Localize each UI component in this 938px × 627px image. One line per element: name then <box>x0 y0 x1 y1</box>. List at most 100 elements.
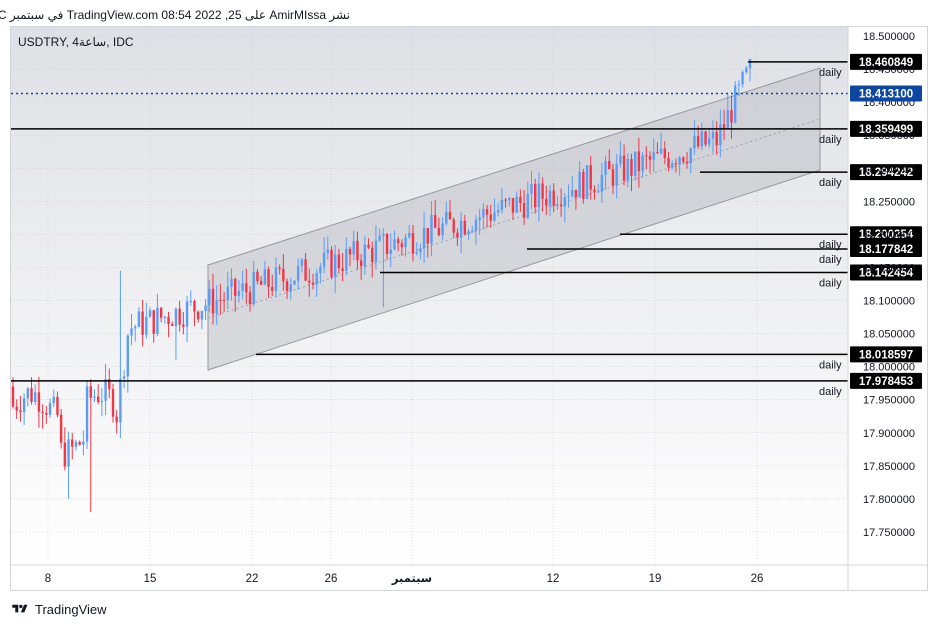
candle-body[interactable] <box>637 151 641 172</box>
candle-body[interactable] <box>556 204 559 206</box>
candle-body[interactable] <box>659 148 663 154</box>
candle-body[interactable] <box>382 233 385 236</box>
candle-body[interactable] <box>471 231 474 233</box>
candle-body[interactable] <box>722 124 726 129</box>
candle-body[interactable] <box>571 189 574 197</box>
candle-body[interactable] <box>645 155 648 157</box>
candle-body[interactable] <box>337 254 341 269</box>
candle-body[interactable] <box>533 184 537 208</box>
candle-body[interactable] <box>415 252 418 254</box>
candle-body[interactable] <box>152 310 155 334</box>
candle-body[interactable] <box>237 290 241 296</box>
candle-body[interactable] <box>489 214 492 221</box>
candle-body[interactable] <box>93 396 96 398</box>
candle-body[interactable] <box>296 265 300 281</box>
candle-body[interactable] <box>52 396 55 404</box>
candle-body[interactable] <box>178 308 181 325</box>
candle-body[interactable] <box>104 379 107 401</box>
candle-body[interactable] <box>48 403 52 415</box>
candle-body[interactable] <box>419 248 422 253</box>
candle-body[interactable] <box>567 196 570 198</box>
candle-body[interactable] <box>485 209 489 215</box>
candle-body[interactable] <box>330 249 333 277</box>
candle-body[interactable] <box>289 284 292 292</box>
symbol-legend[interactable]: USDTRY, 4ساعة, IDC <box>18 35 134 49</box>
candle-body[interactable] <box>219 299 222 301</box>
candle-body[interactable] <box>430 214 433 244</box>
candle-body[interactable] <box>108 379 111 390</box>
candle-body[interactable] <box>59 414 63 443</box>
candle-body[interactable] <box>156 307 159 334</box>
candle-body[interactable] <box>396 239 400 244</box>
candle-body[interactable] <box>11 386 15 407</box>
candle-body[interactable] <box>456 232 459 238</box>
candle-body[interactable] <box>574 189 578 198</box>
candle-body[interactable] <box>145 316 148 335</box>
candle-body[interactable] <box>78 442 81 445</box>
candle-body[interactable] <box>111 389 115 417</box>
candle-body[interactable] <box>348 248 352 255</box>
candle-body[interactable] <box>496 210 500 213</box>
candle-body[interactable] <box>193 300 196 312</box>
candle-body[interactable] <box>641 155 644 172</box>
candle-body[interactable] <box>582 171 585 199</box>
candle-body[interactable] <box>359 260 363 267</box>
candle-body[interactable] <box>89 386 92 398</box>
candle-body[interactable] <box>67 439 70 467</box>
candle-body[interactable] <box>363 244 367 267</box>
candle-body[interactable] <box>745 68 748 72</box>
candle-body[interactable] <box>552 190 555 206</box>
candle-body[interactable] <box>311 282 315 285</box>
candle-body[interactable] <box>737 84 741 86</box>
candle-body[interactable] <box>648 156 652 160</box>
candle-body[interactable] <box>63 442 67 467</box>
candle-body[interactable] <box>741 71 744 85</box>
candle-body[interactable] <box>467 231 470 235</box>
candle-body[interactable] <box>308 280 311 283</box>
candle-body[interactable] <box>719 124 722 146</box>
candle-body[interactable] <box>322 252 326 268</box>
candle-body[interactable] <box>619 155 622 164</box>
candle-body[interactable] <box>515 196 518 213</box>
candle-body[interactable] <box>611 169 615 186</box>
candle-body[interactable] <box>504 199 507 201</box>
candle-body[interactable] <box>271 286 274 291</box>
candle-body[interactable] <box>511 198 515 213</box>
candle-body[interactable] <box>733 85 737 123</box>
candle-body[interactable] <box>478 217 481 221</box>
candle-body[interactable] <box>300 259 304 266</box>
candle-body[interactable] <box>137 311 141 327</box>
candle-body[interactable] <box>196 311 200 320</box>
candle-body[interactable] <box>293 280 296 285</box>
candle-body[interactable] <box>15 406 18 411</box>
candle-body[interactable] <box>189 300 192 302</box>
candle-body[interactable] <box>482 209 485 218</box>
candle-body[interactable] <box>604 160 607 175</box>
candle-body[interactable] <box>422 228 426 249</box>
candle-body[interactable] <box>434 214 437 228</box>
candle-body[interactable] <box>130 328 133 336</box>
candle-body[interactable] <box>230 278 233 287</box>
candle-body[interactable] <box>211 288 215 314</box>
candle-body[interactable] <box>693 136 696 149</box>
candle-body[interactable] <box>141 311 144 335</box>
candle-body[interactable] <box>437 227 441 236</box>
candle-body[interactable] <box>730 110 733 123</box>
candle-body[interactable] <box>19 410 22 413</box>
candle-body[interactable] <box>671 163 674 168</box>
candle-body[interactable] <box>748 58 752 69</box>
candle-body[interactable] <box>545 198 548 206</box>
candle-body[interactable] <box>182 324 185 327</box>
candle-body[interactable] <box>334 254 337 277</box>
candle-body[interactable] <box>367 244 370 248</box>
candle-body[interactable] <box>304 259 307 281</box>
candle-body[interactable] <box>500 199 504 211</box>
candle-body[interactable] <box>578 171 581 198</box>
candle-body[interactable] <box>596 191 600 193</box>
candle-body[interactable] <box>593 189 596 192</box>
candle-body[interactable] <box>626 158 629 181</box>
candle-body[interactable] <box>700 131 704 147</box>
candle-body[interactable] <box>685 161 689 164</box>
candle-body[interactable] <box>96 396 100 403</box>
